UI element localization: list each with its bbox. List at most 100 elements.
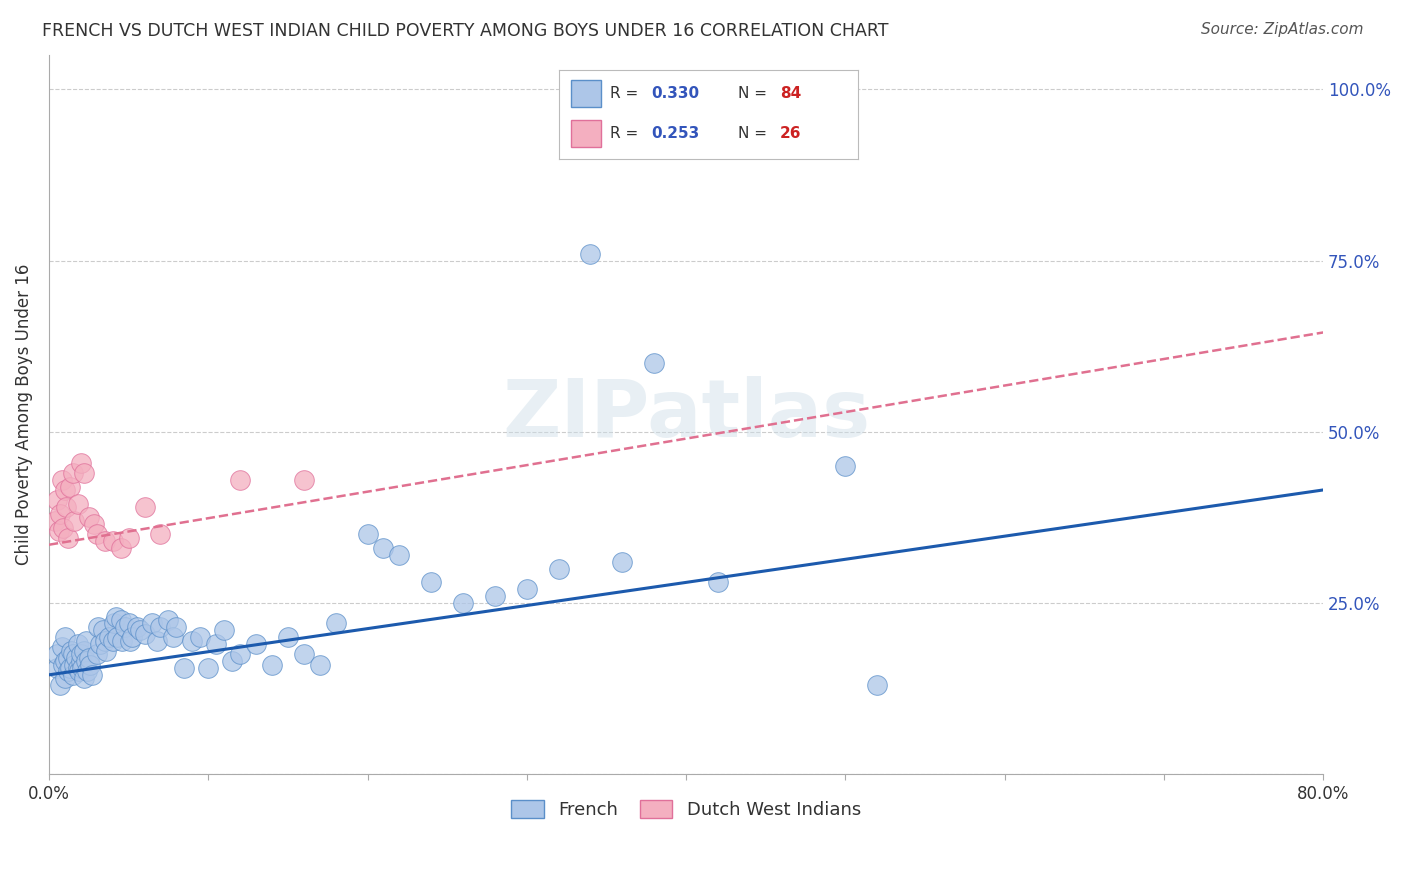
- Point: [149, 620, 172, 634]
- Point: [44, 514, 66, 528]
- Point: [292, 648, 315, 662]
- Point: [60, 644, 83, 658]
- Text: ZIPatlas: ZIPatlas: [502, 376, 870, 454]
- Point: [80, 668, 103, 682]
- Point: [181, 633, 204, 648]
- Point: [134, 626, 156, 640]
- Point: [56, 650, 79, 665]
- Text: Source: ZipAtlas.com: Source: ZipAtlas.com: [1201, 22, 1364, 37]
- Point: [49, 507, 72, 521]
- Point: [643, 356, 665, 370]
- Point: [260, 657, 283, 672]
- Point: [173, 661, 195, 675]
- Point: [117, 616, 139, 631]
- Point: [63, 514, 86, 528]
- Point: [56, 531, 79, 545]
- Point: [146, 633, 169, 648]
- Point: [83, 517, 105, 532]
- Point: [63, 657, 86, 672]
- Point: [53, 671, 76, 685]
- Point: [101, 534, 124, 549]
- Point: [277, 630, 299, 644]
- Point: [53, 483, 76, 497]
- Point: [188, 630, 211, 644]
- Point: [229, 473, 252, 487]
- Point: [45, 493, 67, 508]
- Point: [96, 644, 118, 658]
- Point: [93, 633, 115, 648]
- Point: [128, 624, 150, 638]
- Text: FRENCH VS DUTCH WEST INDIAN CHILD POVERTY AMONG BOYS UNDER 16 CORRELATION CHART: FRENCH VS DUTCH WEST INDIAN CHILD POVERT…: [42, 22, 889, 40]
- Point: [45, 661, 67, 675]
- Point: [356, 527, 378, 541]
- Point: [229, 648, 252, 662]
- Point: [866, 678, 889, 692]
- Point: [69, 654, 91, 668]
- Point: [707, 575, 730, 590]
- Point: [86, 648, 108, 662]
- Point: [65, 650, 87, 665]
- Point: [110, 613, 132, 627]
- Point: [125, 620, 148, 634]
- Point: [67, 665, 90, 679]
- Point: [141, 616, 163, 631]
- Point: [107, 630, 129, 644]
- Point: [157, 613, 180, 627]
- Point: [62, 648, 84, 662]
- Point: [101, 633, 124, 648]
- Point: [66, 497, 89, 511]
- Legend: French, Dutch West Indians: French, Dutch West Indians: [503, 792, 868, 826]
- Point: [59, 661, 82, 675]
- Point: [98, 630, 121, 644]
- Point: [292, 473, 315, 487]
- Point: [110, 541, 132, 556]
- Point: [77, 650, 100, 665]
- Point: [834, 458, 856, 473]
- Point: [484, 589, 506, 603]
- Point: [49, 678, 72, 692]
- Point: [66, 637, 89, 651]
- Point: [388, 548, 411, 562]
- Point: [79, 657, 101, 672]
- Point: [53, 630, 76, 644]
- Point: [53, 654, 76, 668]
- Point: [89, 637, 111, 651]
- Point: [52, 520, 75, 534]
- Point: [547, 562, 569, 576]
- Point: [162, 630, 184, 644]
- Point: [111, 633, 134, 648]
- Point: [516, 582, 538, 597]
- Point: [86, 527, 108, 541]
- Point: [420, 575, 443, 590]
- Point: [134, 500, 156, 514]
- Point: [76, 665, 98, 679]
- Point: [48, 524, 70, 538]
- Point: [69, 648, 91, 662]
- Point: [165, 620, 187, 634]
- Point: [120, 633, 142, 648]
- Point: [51, 473, 73, 487]
- Point: [51, 640, 73, 655]
- Point: [245, 637, 267, 651]
- Point: [91, 624, 114, 638]
- Point: [75, 633, 97, 648]
- Point: [197, 661, 219, 675]
- Point: [69, 456, 91, 470]
- Point: [55, 500, 77, 514]
- Point: [62, 466, 84, 480]
- Point: [73, 466, 96, 480]
- Point: [205, 637, 228, 651]
- Y-axis label: Child Poverty Among Boys Under 16: Child Poverty Among Boys Under 16: [15, 264, 32, 566]
- Point: [103, 616, 125, 631]
- Point: [62, 668, 84, 682]
- Point: [114, 620, 136, 634]
- Point: [451, 596, 474, 610]
- Point: [104, 609, 127, 624]
- Point: [72, 661, 94, 675]
- Point: [56, 665, 79, 679]
- Point: [59, 479, 82, 493]
- Point: [87, 620, 110, 634]
- Point: [612, 555, 634, 569]
- Point: [77, 510, 100, 524]
- Point: [73, 644, 96, 658]
